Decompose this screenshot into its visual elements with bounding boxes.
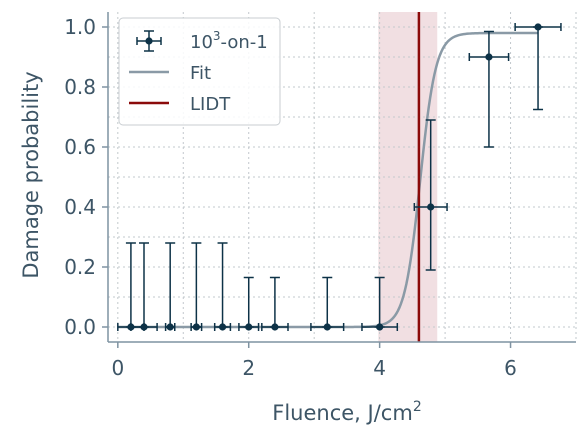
point-marker bbox=[218, 323, 227, 331]
point-marker bbox=[427, 203, 435, 211]
x-tick-label: 4 bbox=[373, 356, 386, 380]
data-point bbox=[238, 276, 260, 331]
point-marker bbox=[245, 323, 253, 331]
point-marker bbox=[192, 323, 200, 331]
x-axis-label: Fluence, J/cm2 bbox=[272, 399, 421, 425]
x-tick-label: 6 bbox=[504, 356, 517, 380]
axes bbox=[107, 12, 576, 343]
point-marker bbox=[534, 23, 542, 31]
point-marker bbox=[323, 323, 331, 331]
data-point bbox=[361, 276, 399, 331]
data-point bbox=[514, 23, 562, 111]
x-tick-label: 0 bbox=[111, 356, 124, 380]
point-marker bbox=[166, 323, 174, 331]
legend: 103-on-1 Fit LIDT bbox=[118, 17, 281, 126]
tick-labels: 0 2 4 6 0.0 0.2 0.4 0.6 0.8 1.0 bbox=[64, 15, 517, 380]
y-tick-label: 0.4 bbox=[64, 195, 96, 219]
x-axis-label-superscript: 2 bbox=[413, 399, 422, 415]
point-marker bbox=[140, 323, 148, 331]
y-axis-label: Damage probability bbox=[19, 71, 43, 278]
legend-measured-superscript: 3 bbox=[213, 29, 221, 43]
x-axis-label-text: Fluence, J/cm bbox=[272, 401, 413, 425]
legend-measured-label: 103-on-1 bbox=[190, 29, 268, 53]
y-tick-label: 0.6 bbox=[64, 135, 96, 159]
y-tick-label: 1.0 bbox=[64, 15, 96, 39]
legend-lidt-label: LIDT bbox=[190, 94, 231, 115]
y-tick-label: 0.0 bbox=[64, 315, 96, 339]
y-tick-label: 0.8 bbox=[64, 75, 96, 99]
legend-point-marker bbox=[136, 30, 162, 52]
legend-point-swatch bbox=[136, 30, 162, 52]
data-point bbox=[261, 276, 289, 331]
data-points-layer bbox=[117, 23, 562, 331]
data-point bbox=[413, 119, 448, 271]
point-marker bbox=[145, 37, 153, 45]
data-point bbox=[164, 242, 176, 331]
data-point bbox=[310, 276, 345, 331]
data-point bbox=[468, 30, 510, 148]
point-marker bbox=[271, 323, 279, 331]
x-tick-label: 2 bbox=[242, 356, 255, 380]
legend-measured-base: 10 bbox=[190, 32, 213, 53]
legend-fit-label: Fit bbox=[190, 63, 211, 84]
legend-measured-rest: -on-1 bbox=[221, 32, 268, 53]
data-point bbox=[130, 242, 158, 331]
legend-box bbox=[118, 17, 281, 126]
point-marker bbox=[485, 53, 493, 61]
data-point bbox=[117, 242, 145, 331]
point-marker bbox=[376, 323, 384, 331]
data-point bbox=[213, 242, 232, 331]
y-tick-label: 0.2 bbox=[64, 255, 96, 279]
data-point bbox=[190, 242, 203, 331]
